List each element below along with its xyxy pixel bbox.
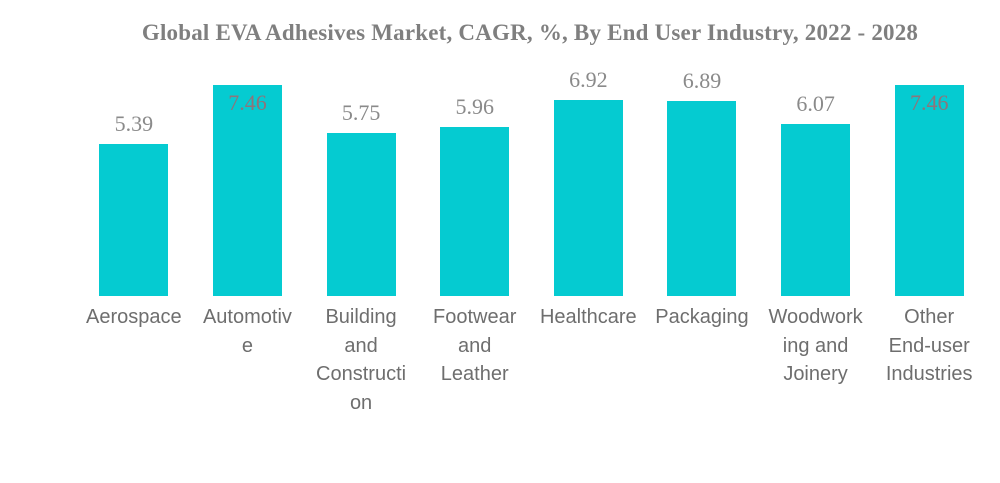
bar: 5.39 xyxy=(99,112,169,296)
value-label: 5.96 xyxy=(455,94,494,120)
value-label: 6.92 xyxy=(569,67,608,93)
bar: 6.92 xyxy=(553,69,623,296)
value-label: 6.07 xyxy=(796,91,835,117)
category-label: Packaging xyxy=(655,306,749,328)
bar-slot: 7.46 xyxy=(191,0,305,296)
bar: 5.96 xyxy=(440,96,510,296)
bar-slot: 5.75 xyxy=(304,0,418,296)
bar-slot: 5.39 xyxy=(77,0,191,296)
x-axis-labels: Aerospace Automotiv e Building and Constru… xyxy=(77,303,986,417)
bar: 5.75 xyxy=(326,102,396,296)
bar: 6.07 xyxy=(781,93,851,296)
plot-area: 5.39 7.46 5.75 5.96 6.92 6.89 6.07 7.46 xyxy=(77,0,986,296)
value-label: 6.89 xyxy=(682,68,722,94)
category-label: Healthcare xyxy=(539,306,637,328)
value-label: 5.39 xyxy=(114,110,154,136)
value-label: 7.46 xyxy=(228,90,267,115)
bar: 6.89 xyxy=(667,70,737,296)
bar-slot: 5.96 xyxy=(418,0,532,296)
category-label: Other End-user Industries xyxy=(885,306,973,385)
chart-title: Global EVA Adhesives Market, CAGR, %, By… xyxy=(141,20,919,45)
bar-slot: 6.89 xyxy=(645,0,759,296)
bar-slot: 7.46 xyxy=(872,0,986,296)
category-label: Automotiv e xyxy=(202,306,292,357)
category-label: Building and Constructi on xyxy=(316,306,407,414)
category-label: Aerospace xyxy=(86,306,182,328)
bar: 7.46 xyxy=(212,85,282,296)
value-label: 5.75 xyxy=(341,100,381,126)
bar-slot: 6.07 xyxy=(759,0,873,296)
bar-slot: 6.92 xyxy=(532,0,646,296)
category-label: Woodwork ing and Joinery xyxy=(768,306,863,385)
bar: 7.46 xyxy=(894,85,964,296)
category-label: Footwear and Leather xyxy=(433,306,517,385)
value-label: 7.46 xyxy=(909,90,949,115)
